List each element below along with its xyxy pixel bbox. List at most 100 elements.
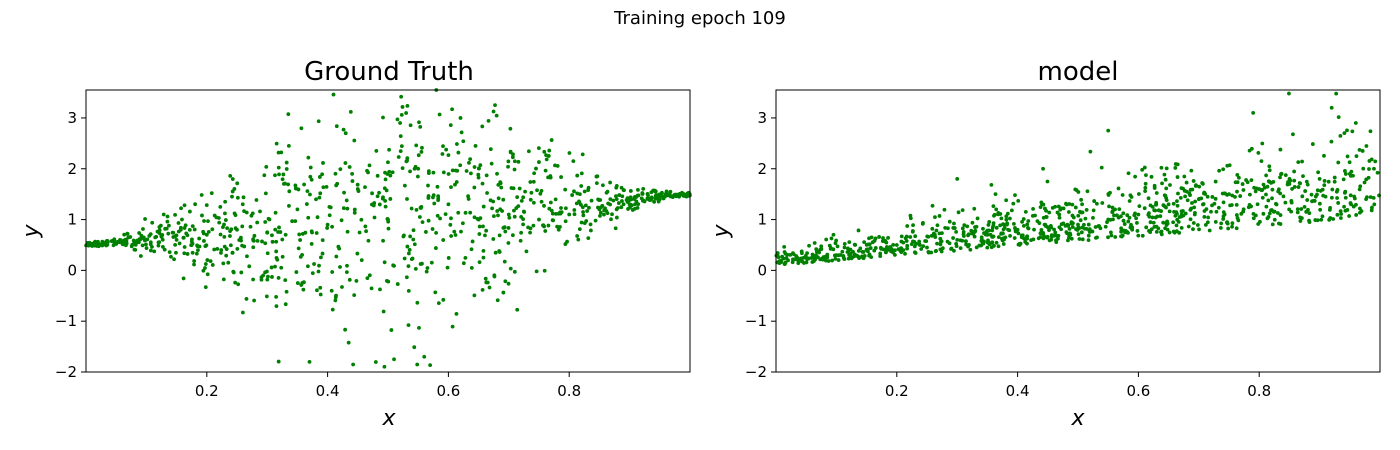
ground-truth-point [653, 196, 658, 201]
model-point [1120, 233, 1125, 238]
ground-truth-point [383, 170, 387, 175]
model-point [1165, 221, 1170, 226]
ground-truth-point [386, 226, 391, 231]
model-point [1129, 195, 1134, 199]
ground-truth-point [446, 202, 451, 207]
ground-truth-point [181, 235, 186, 240]
ground-truth-point [495, 171, 499, 176]
ground-truth-point [453, 233, 458, 237]
ground-truth-point [197, 244, 202, 249]
model-point [992, 243, 996, 248]
ground-truth-point [346, 340, 351, 345]
model-point [919, 247, 924, 251]
model-point [1352, 196, 1357, 201]
ground-truth-point [201, 229, 206, 234]
model-point [1175, 199, 1179, 204]
model-point [1084, 208, 1089, 212]
ground-truth-point [622, 188, 626, 193]
model-point [1190, 201, 1194, 205]
ground-truth-point [286, 112, 291, 117]
ground-truth-point [321, 161, 325, 165]
ground-truth-point [383, 177, 388, 182]
model-y-axis-label: y [709, 224, 734, 239]
model-point [925, 234, 930, 239]
ground-truth-point [115, 240, 120, 244]
ground-truth-point [328, 205, 333, 210]
model-point [1318, 207, 1323, 212]
model-point [884, 246, 889, 251]
ground-truth-point [306, 155, 311, 160]
model-point [1106, 235, 1110, 240]
model-point [1078, 218, 1083, 223]
model-point [1372, 166, 1376, 171]
model-point [889, 247, 894, 251]
model-point [1064, 230, 1069, 235]
ground-truth-point [399, 144, 404, 148]
ground-truth-point [208, 259, 213, 264]
model-point [999, 216, 1004, 221]
model-point [1322, 179, 1327, 183]
ground-truth-point [458, 163, 463, 168]
ground-truth-point [270, 275, 274, 279]
ground-truth-point [252, 298, 256, 303]
ground-truth-point [620, 194, 625, 199]
ground-truth-point [503, 279, 508, 284]
ground-truth-point [424, 269, 429, 274]
model-point [911, 239, 915, 244]
ground-truth-point [406, 323, 411, 327]
model-point [1154, 224, 1159, 229]
ground-truth-point [150, 220, 155, 225]
model-point [868, 246, 873, 250]
model-point [1043, 224, 1048, 228]
model-point [842, 257, 847, 261]
ground-truth-point [241, 195, 246, 200]
ground-truth-point [613, 226, 618, 231]
model-point [1153, 208, 1158, 213]
ground-truth-point [585, 209, 590, 213]
ground-truth-point [287, 189, 292, 194]
ground-truth-point [596, 205, 600, 210]
model-point [1076, 213, 1081, 218]
ground-truth-point [563, 219, 568, 224]
model-point [833, 256, 838, 261]
model-point [1267, 211, 1272, 216]
model-point [1343, 169, 1347, 173]
model-point [1045, 179, 1050, 184]
model-point [1001, 227, 1006, 232]
ground-truth-point [426, 169, 431, 174]
model-point [952, 221, 956, 226]
ground-truth-point [416, 153, 421, 158]
ground-truth-point [148, 248, 153, 253]
model-point [795, 255, 799, 260]
model-point [1267, 168, 1272, 173]
model-point [1154, 191, 1159, 195]
ground-truth-point [270, 239, 275, 244]
model-point [1206, 215, 1211, 220]
model-point [791, 252, 796, 257]
ground-truth-point [167, 223, 171, 228]
model-point [987, 220, 992, 224]
ground-truth-point [626, 198, 631, 203]
ground-truth-point [636, 188, 640, 192]
ground-truth-point [352, 207, 357, 212]
model-point [1278, 147, 1283, 152]
model-point [1285, 182, 1290, 187]
ground-truth-point [426, 183, 430, 188]
model-point [1084, 226, 1089, 231]
ground-truth-point [374, 149, 379, 153]
ground-truth-point [619, 185, 624, 190]
ground-truth-point [265, 230, 270, 235]
model-point [1345, 128, 1349, 133]
ground-truth-point [172, 257, 176, 262]
ground-truth-point [556, 227, 561, 232]
model-point [1076, 190, 1081, 194]
ground-truth-point [609, 217, 613, 222]
ground-truth-point [235, 181, 240, 186]
model-point [1298, 219, 1303, 223]
model-point [903, 236, 908, 241]
ground-truth-point [445, 265, 450, 270]
ground-truth-point [173, 242, 178, 247]
model-point [973, 228, 978, 233]
ground-truth-point [534, 269, 539, 274]
ground-truth-point [280, 237, 285, 242]
